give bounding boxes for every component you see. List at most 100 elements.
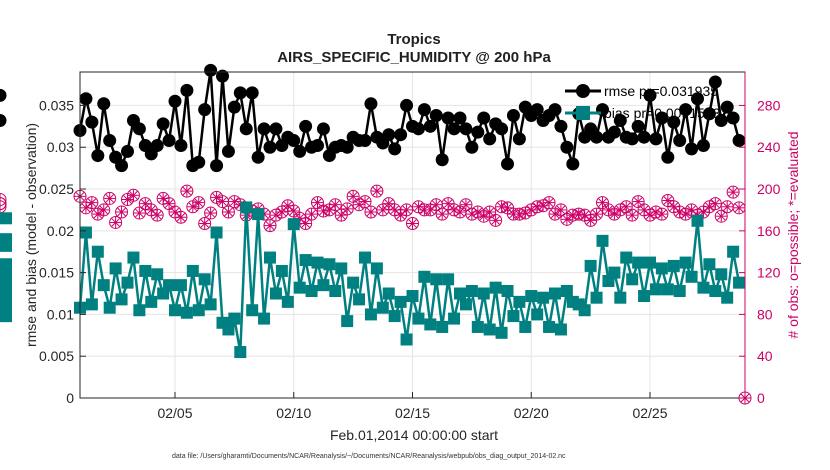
bias-point (192, 304, 205, 317)
rmse-point (512, 132, 526, 146)
obs-possible-point (204, 206, 218, 220)
obs-evaluated-point (92, 208, 104, 220)
y-axis-left-label: rmse and bias (model - observation) (23, 123, 39, 347)
bias-point (442, 273, 455, 286)
bias-point (584, 259, 597, 272)
asterisk-stroke (99, 205, 108, 215)
obs-evaluated-point (638, 204, 650, 216)
obs-evaluated-point (211, 191, 223, 203)
bias-point (483, 323, 496, 336)
obs-evaluated-point (133, 207, 145, 219)
rmse-point (382, 128, 396, 142)
asterisk-stroke (158, 194, 168, 203)
bias-point (275, 264, 288, 277)
obs-evaluated-point (312, 197, 323, 209)
asterisk-stroke (461, 200, 471, 209)
obs-possible-point (115, 205, 129, 219)
bias-point (554, 323, 567, 336)
rmse-point (453, 111, 467, 125)
rmse-point (233, 86, 247, 100)
bias-point (471, 320, 484, 333)
asterisk-stroke (449, 205, 459, 215)
obs-evaluated-point (341, 203, 353, 215)
asterisk-stroke (722, 202, 732, 212)
obs-evaluated-point (80, 202, 92, 214)
rmse-point (180, 83, 194, 97)
obs-evaluated-point (329, 199, 341, 211)
obs-evaluated-point (205, 207, 217, 219)
bias-point (394, 295, 407, 308)
rmse-point (554, 119, 568, 133)
obs-evaluated-point (430, 199, 442, 211)
obs-evaluated-point (597, 197, 608, 209)
asterisk-stroke (319, 206, 328, 216)
rmse-point (210, 159, 224, 173)
rmse-point (251, 150, 265, 164)
obs-possible-point (132, 206, 146, 220)
asterisk-stroke (627, 210, 637, 220)
asterisk-stroke (307, 209, 316, 219)
obs-evaluated-point (656, 208, 668, 220)
asterisk-stroke (651, 207, 661, 217)
asterisk-stroke (170, 207, 180, 217)
rmse-point (115, 159, 129, 173)
obs-evaluated-point (151, 209, 163, 221)
bias-point (329, 285, 342, 298)
y-right-tick-label: 0 (757, 390, 765, 406)
obs-evaluated-point (282, 200, 294, 212)
obs-evaluated-point (86, 197, 98, 209)
obs-evaluated-point (347, 190, 359, 202)
rmse-point (726, 111, 740, 125)
asterisk-stroke (384, 199, 393, 208)
bias-point (133, 304, 146, 317)
bias-point (733, 276, 746, 289)
y-left-tick-label: 0.035 (39, 97, 74, 113)
obs-evaluated-point (644, 209, 656, 221)
obs-evaluated-point (104, 192, 116, 204)
data-file-footer: data file: /Users/gharamti/Documents/NCA… (172, 453, 566, 460)
asterisk-stroke (580, 210, 589, 220)
rmse-point (685, 142, 699, 156)
asterisk-stroke (331, 200, 340, 209)
legend-bias-marker (576, 106, 590, 120)
bias-point (287, 218, 300, 231)
rmse-point (227, 100, 241, 114)
obs-evaluated-point (401, 204, 413, 216)
rmse-point (263, 140, 277, 154)
rmse-point (691, 92, 704, 106)
bias-point (459, 298, 472, 311)
rmse-point (103, 134, 117, 148)
rmse-point (245, 86, 259, 100)
bias-point (252, 208, 265, 221)
asterisk-stroke (93, 209, 103, 219)
bias-point (121, 276, 134, 289)
bias-point (198, 273, 211, 286)
bias-point (0, 298, 12, 311)
asterisk-stroke (301, 219, 310, 228)
obs-evaluated-point (365, 206, 377, 218)
bias-point (418, 270, 431, 283)
bias-point (721, 291, 734, 304)
asterisk-stroke (699, 207, 708, 217)
asterisk-stroke (111, 218, 120, 227)
asterisk-stroke (426, 205, 435, 215)
asterisk-stroke (622, 202, 631, 212)
obs-evaluated-point (407, 218, 418, 230)
bias-point (353, 293, 366, 306)
obs-evaluated-point (519, 207, 531, 219)
legend-rmse-label: rmse pr=0.031935 (604, 83, 718, 99)
asterisk-stroke (366, 207, 376, 217)
asterisk-stroke (141, 199, 150, 208)
obs-evaluated-point (721, 201, 733, 213)
y-right-tick-label: 120 (757, 265, 781, 281)
rmse-point (447, 122, 461, 136)
chart-title: Tropics (387, 31, 440, 48)
obs-evaluated-point (116, 206, 128, 218)
bias-point (382, 287, 395, 300)
rmse-point (548, 103, 562, 117)
asterisk-stroke (390, 205, 399, 215)
obs-evaluated-point (579, 209, 591, 221)
asterisk-stroke (206, 208, 215, 218)
rmse-point (192, 155, 206, 169)
